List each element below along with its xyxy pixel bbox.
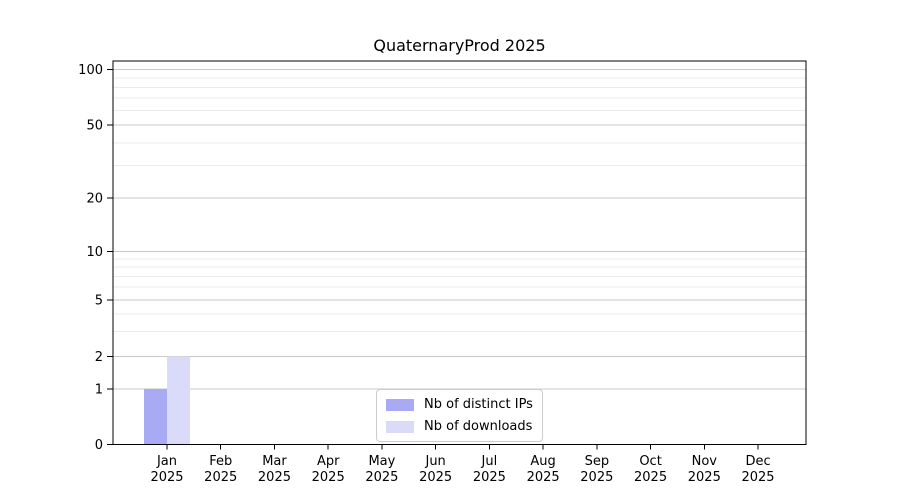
legend: Nb of distinct IPs Nb of downloads [376, 389, 543, 442]
x-tick-label-year: 2025 [741, 470, 774, 485]
x-tick-label-year: 2025 [634, 470, 667, 485]
y-tick-label: 5 [95, 294, 103, 309]
x-tick-label-year: 2025 [419, 470, 452, 485]
x-tick-label-month: Jul [481, 454, 498, 469]
legend-swatch-downloads-icon [386, 420, 414, 433]
x-tick-label-year: 2025 [150, 470, 183, 485]
x-tick-label-year: 2025 [312, 470, 345, 485]
y-tick-label: 20 [86, 192, 103, 207]
y-tick-label: 100 [78, 63, 103, 78]
bar-distinct-ips-jan [144, 389, 167, 445]
y-tick-label: 0 [95, 438, 103, 453]
legend-item-distinct-ips: Nb of distinct IPs [386, 396, 533, 413]
x-tick-label-year: 2025 [688, 470, 721, 485]
chart-title: QuaternaryProd 2025 [373, 36, 546, 55]
x-tick-label-month: Jan [156, 454, 177, 469]
x-tick-label-year: 2025 [365, 470, 398, 485]
x-tick-label-year: 2025 [258, 470, 291, 485]
x-tick-label-year: 2025 [473, 470, 506, 485]
x-tick-label-year: 2025 [204, 470, 237, 485]
x-tick-label-month: Apr [317, 454, 340, 469]
x-tick-label-month: Dec [745, 454, 770, 469]
x-tick-label-year: 2025 [527, 470, 560, 485]
legend-item-downloads: Nb of downloads [386, 418, 533, 435]
bar-downloads-jan [167, 356, 190, 445]
x-tick-label-month: Mar [262, 454, 287, 469]
legend-label-downloads: Nb of downloads [424, 419, 533, 434]
x-tick-label-year: 2025 [580, 470, 613, 485]
y-tick-label: 10 [86, 245, 103, 260]
x-tick-label-month: Aug [530, 454, 555, 469]
x-tick-label-month: Oct [639, 454, 661, 469]
legend-swatch-distinct-ips-icon [386, 398, 414, 411]
x-tick-label-month: Feb [209, 454, 232, 469]
legend-label-distinct-ips: Nb of distinct IPs [424, 397, 533, 412]
x-tick-label-month: Sep [585, 454, 610, 469]
x-tick-label-month: Jun [424, 454, 445, 469]
x-tick-label-month: Nov [692, 454, 718, 469]
y-tick-label: 50 [86, 119, 103, 134]
x-tick-label-month: May [368, 454, 395, 469]
y-tick-label: 2 [95, 350, 103, 365]
y-tick-label: 1 [95, 383, 103, 398]
plot-border [112, 60, 807, 445]
